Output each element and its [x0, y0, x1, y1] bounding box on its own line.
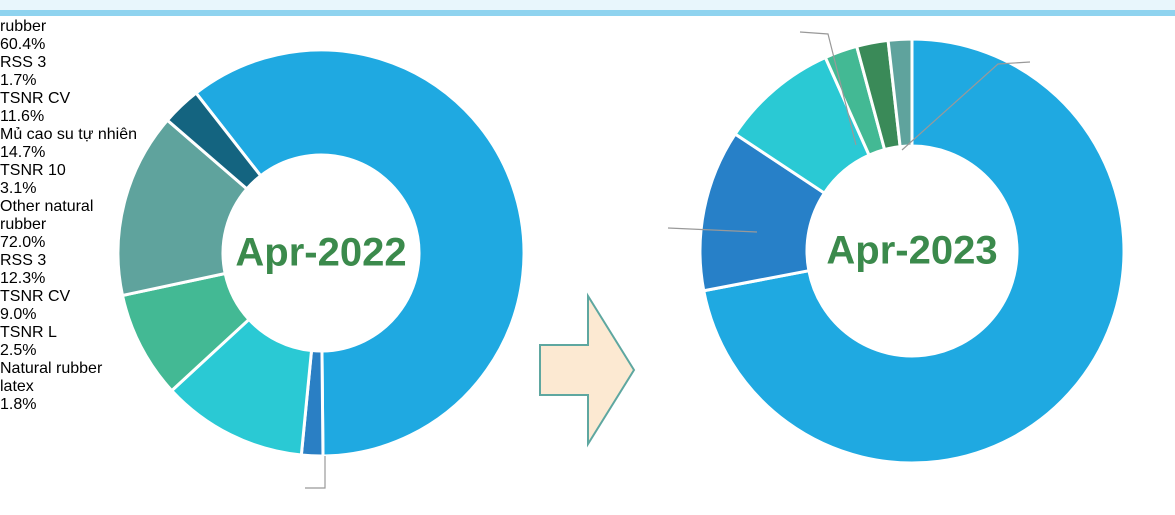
- slice-label: RSS 3 12.3%: [0, 252, 80, 288]
- leader-line: [305, 456, 326, 489]
- slice-label: Mủ cao su tự nhiên 14.7%: [0, 126, 140, 162]
- slice-label: TSNR L 2.5%: [0, 324, 80, 360]
- slice: [193, 48, 526, 458]
- category-label: Other natural rubber: [0, 198, 94, 233]
- leader-line: [799, 31, 857, 146]
- value-label: 11.6%: [0, 108, 45, 125]
- value-label: 2.5%: [0, 342, 37, 359]
- category-label: TSNR CV: [0, 288, 71, 305]
- category-label: RSS 3: [0, 54, 47, 71]
- category-label: TSNR CV: [0, 90, 71, 107]
- value-label: 9.0%: [0, 306, 37, 323]
- value-label: 12.3%: [0, 270, 46, 287]
- chart-title: Apr-2023: [826, 229, 997, 273]
- arrow: [539, 292, 636, 448]
- slice-label: RSS 3 1.7%: [0, 54, 80, 90]
- slice-label: Natural rubber latex 1.8%: [0, 360, 125, 414]
- slice: [886, 37, 914, 149]
- value-label: 1.7%: [0, 72, 37, 89]
- value-label: 72.0%: [0, 234, 46, 251]
- slice: [165, 90, 263, 192]
- category-label: Mủ cao su tự nhiên: [0, 126, 138, 143]
- leader-line: [901, 61, 1031, 151]
- banner-border: [0, 10, 1175, 16]
- category-label: TSNR 10: [0, 162, 66, 179]
- value-label: 1.8%: [0, 396, 37, 413]
- chart-title: Apr-2022: [235, 231, 406, 275]
- value-label: 3.1%: [0, 180, 37, 197]
- slice: [701, 37, 1126, 465]
- category-label: Natural rubber latex: [0, 360, 103, 395]
- value-label: 14.7%: [0, 144, 46, 161]
- slice-label: TSNR 10 3.1%: [0, 162, 90, 198]
- category-label: RSS 3: [0, 252, 47, 269]
- category-label: TSNR L: [0, 324, 57, 341]
- slice-label: Other natural rubber 72.0%: [0, 198, 130, 252]
- value-label: 60.4%: [0, 36, 46, 53]
- leader-line: [667, 227, 758, 233]
- slice-label: TSNR CV 9.0%: [0, 288, 100, 324]
- slice-label: TSNR CV 11.6%: [0, 90, 100, 126]
- slice: [116, 118, 249, 298]
